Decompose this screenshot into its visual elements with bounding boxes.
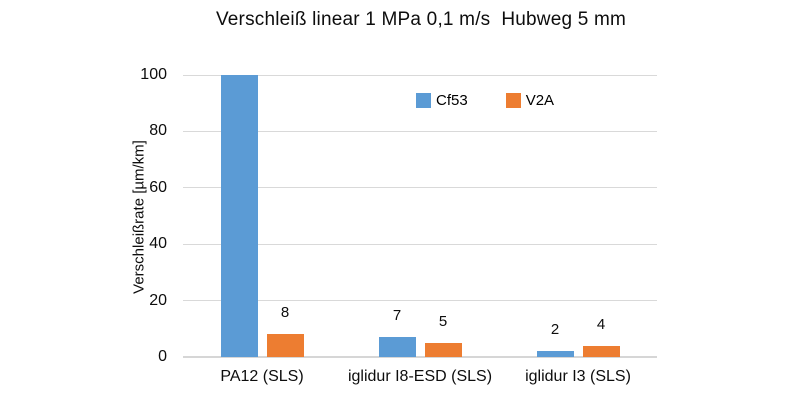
legend-label: V2A <box>525 92 555 109</box>
y-tick-label: 0 <box>158 348 167 365</box>
data-label: 5 <box>438 312 448 330</box>
x-category-label: iglidur I3 (SLS) <box>525 368 631 385</box>
bar-cf53-3 <box>536 351 574 357</box>
legend-swatch-v2a <box>505 93 521 108</box>
y-tick-label: 100 <box>140 66 167 83</box>
bar-cf53-1 <box>220 75 258 357</box>
y-tick-label: 20 <box>149 291 167 309</box>
legend-swatch-cf53 <box>416 93 431 108</box>
y-tick-label: 40 <box>149 235 167 253</box>
bar-cf53-2 <box>378 337 416 357</box>
gridline-y40 <box>183 243 657 245</box>
x-axis-line <box>183 356 657 358</box>
legend-label: Cf53 <box>436 92 468 109</box>
gridline-y100 <box>183 74 657 76</box>
legend-item-v2a: V2A <box>505 92 555 109</box>
bar-v2a-1 <box>266 334 304 357</box>
data-label: 4 <box>596 315 606 333</box>
y-axis-title: Verschleißrate [µm/km] <box>130 140 148 294</box>
x-category-label: iglidur I8-ESD (SLS) <box>347 368 493 385</box>
data-label: 7 <box>392 307 402 325</box>
chart-title: Verschleiß linear 1 MPa 0,1 m/s Hubweg 5… <box>215 9 627 30</box>
gridline-y60 <box>183 187 657 189</box>
gridline-y20 <box>183 300 657 302</box>
gridline-y80 <box>183 130 657 132</box>
x-category-label: PA12 (SLS) <box>220 368 304 385</box>
bar-v2a-2 <box>424 342 462 357</box>
data-label: 2 <box>550 321 560 339</box>
bar-v2a-3 <box>582 345 620 357</box>
y-tick-label: 60 <box>149 178 167 196</box>
data-label: 8 <box>280 304 290 322</box>
legend-item-cf53: Cf53 <box>416 92 468 109</box>
y-tick-label: 80 <box>149 122 167 140</box>
legend: Cf53 V2A <box>416 92 554 109</box>
